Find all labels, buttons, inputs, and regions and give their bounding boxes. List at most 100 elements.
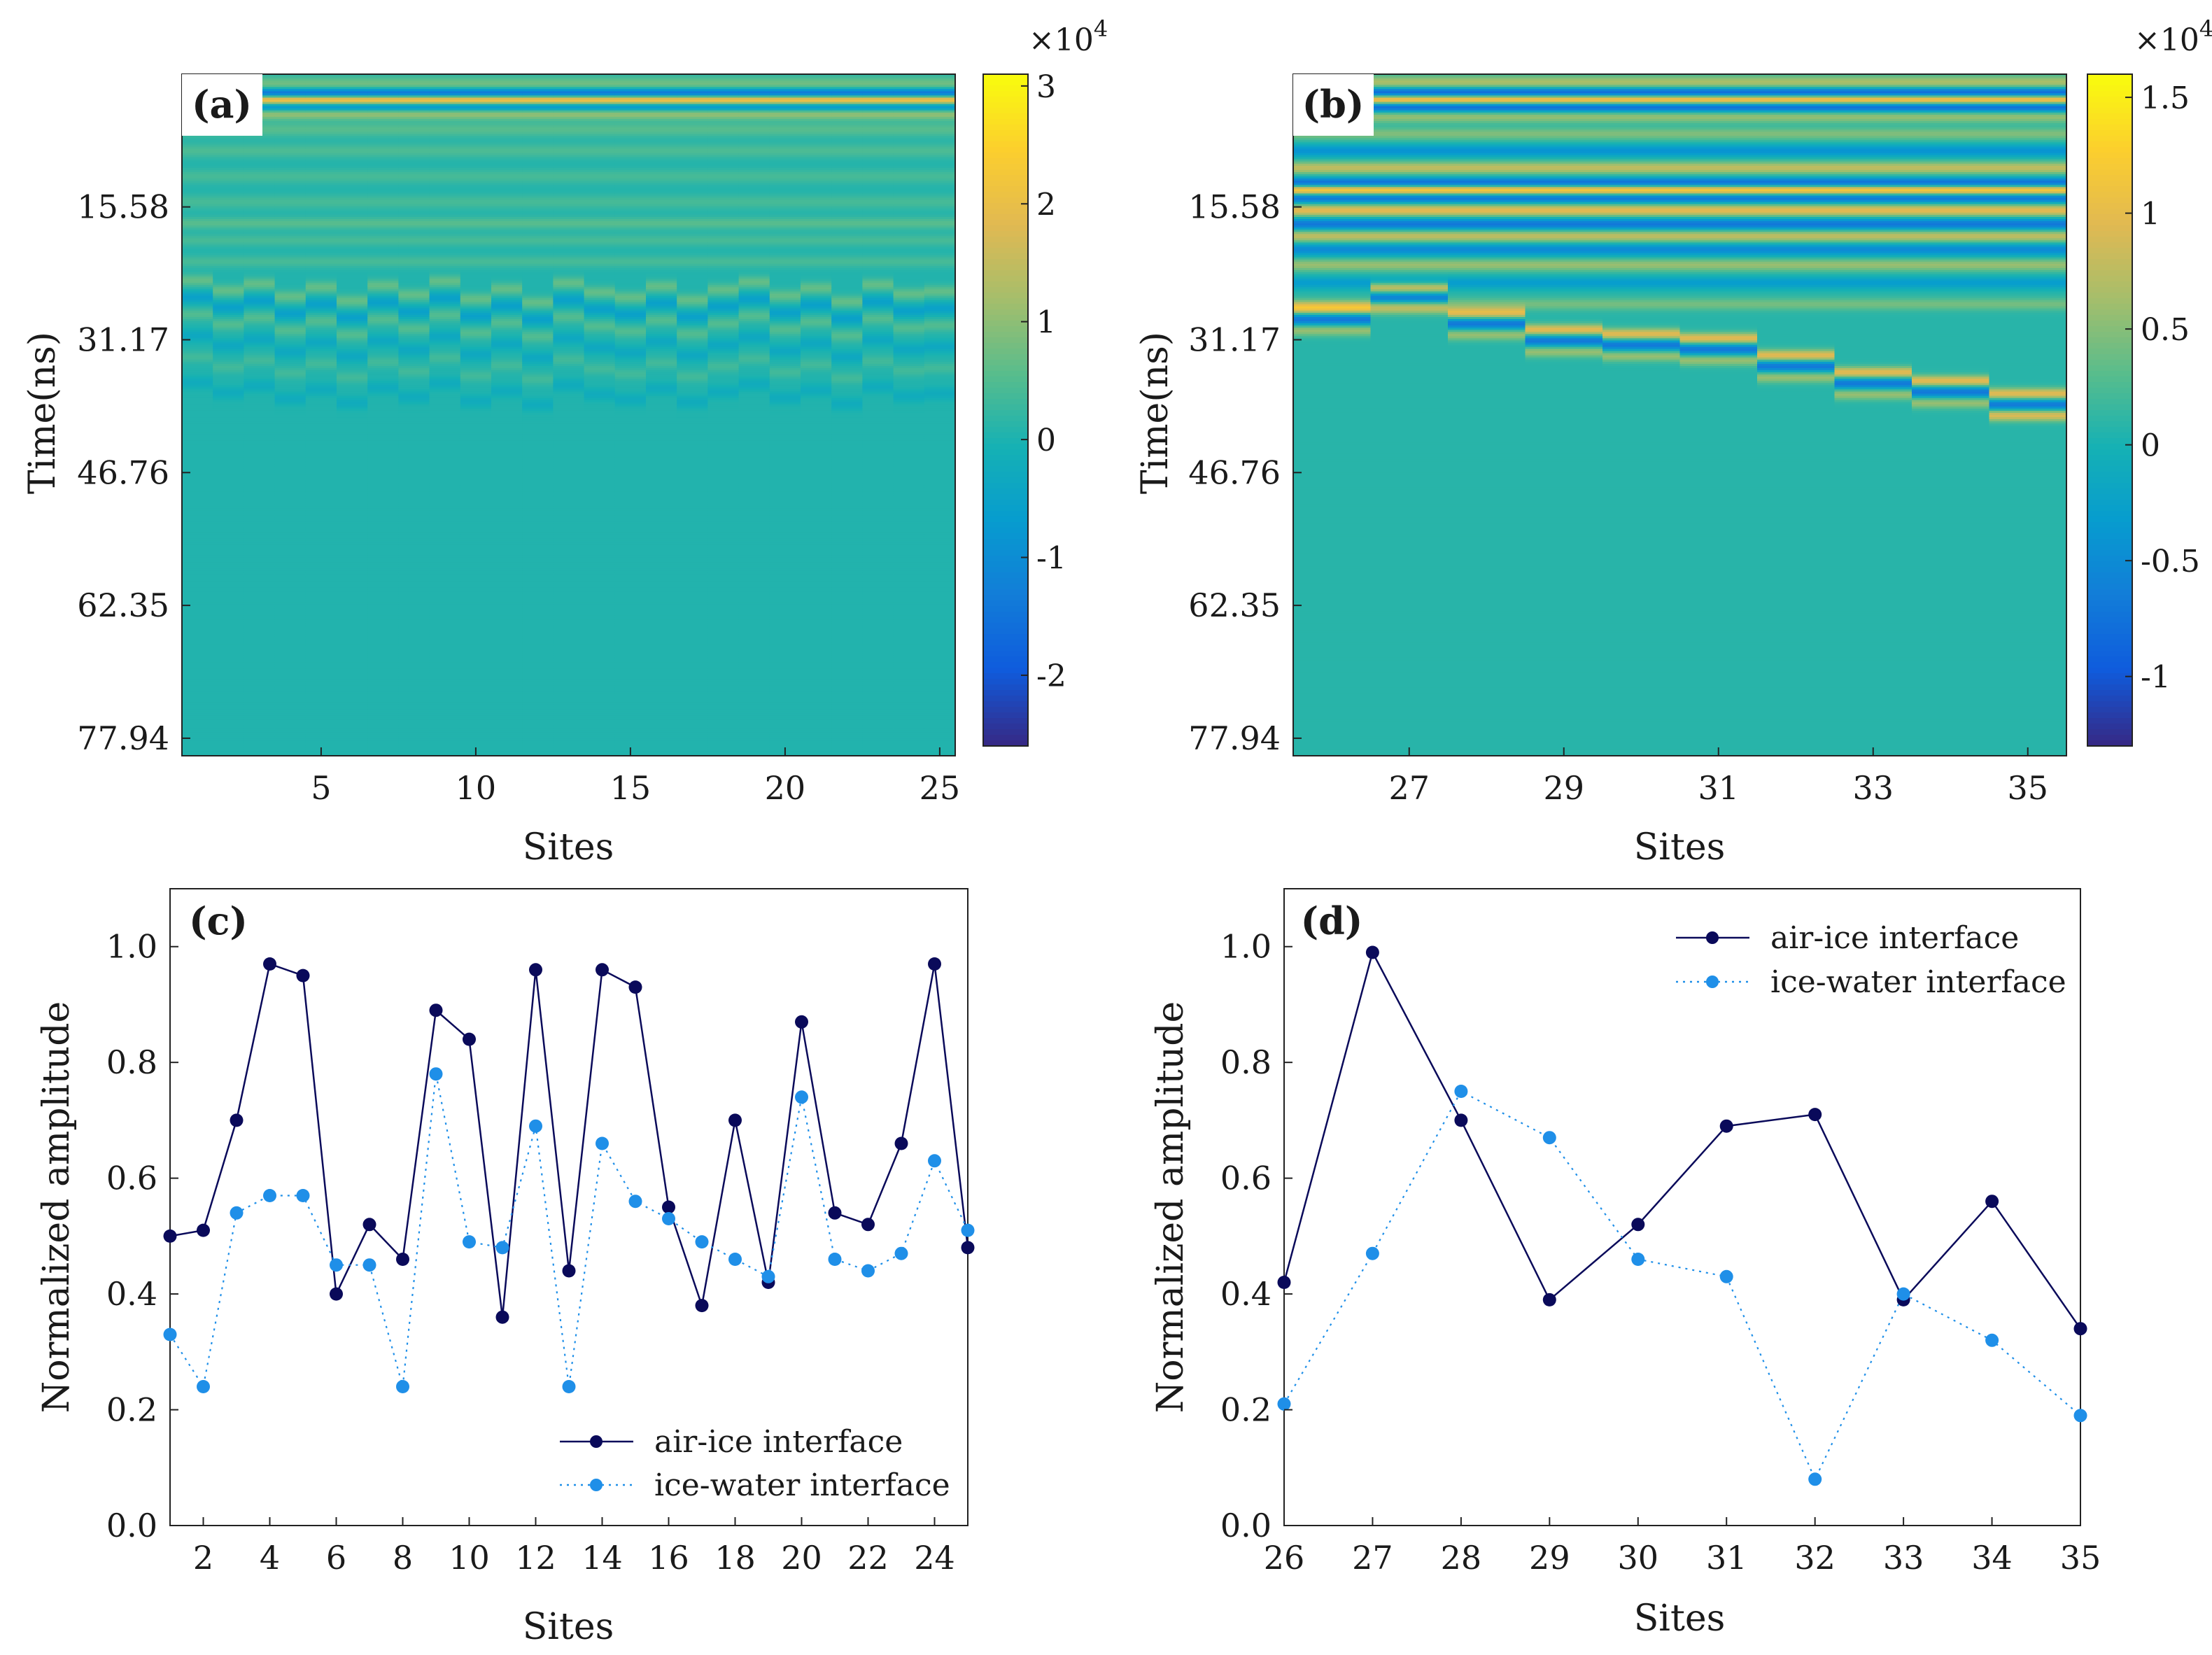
heatmap-a-cell — [460, 134, 492, 136]
heatmap-a-cell — [213, 495, 244, 499]
heatmap-a-cell — [429, 153, 461, 156]
heatmap-a-cell — [460, 212, 492, 216]
heatmap-a-cell — [398, 538, 430, 542]
heatmap-a-cell — [646, 344, 677, 348]
heatmap-a-cell — [460, 297, 492, 301]
heatmap-a-cell — [584, 218, 616, 222]
heatmap-a-cell — [398, 498, 430, 501]
heatmap-a-cell — [584, 630, 616, 633]
heatmap-a-cell — [244, 363, 276, 367]
heatmap-a-cell — [337, 310, 368, 314]
heatmap-a-cell — [491, 191, 523, 195]
heatmap-a-column — [244, 74, 276, 756]
heatmap-a-cell — [337, 415, 368, 418]
heatmap-a-cell — [460, 485, 492, 488]
heatmap-a-cell — [367, 391, 399, 395]
heatmap-a-cell — [182, 470, 213, 473]
heatmap-a-cell — [274, 491, 307, 495]
heatmap-a-cell — [182, 568, 213, 571]
heatmap-a-cell — [614, 304, 647, 307]
heatmap-a-cell — [305, 169, 337, 173]
heatmap-a-cell — [522, 742, 554, 746]
heatmap-a-cell — [614, 570, 647, 573]
heatmap-a-cell — [522, 647, 554, 650]
heatmap-a-cell — [460, 185, 492, 188]
heatmap-a-cell — [367, 101, 399, 105]
heatmap-a-cell — [274, 679, 307, 682]
heatmap-a-cell — [646, 197, 677, 201]
heatmap-a-cell — [614, 328, 647, 330]
heatmap-a-cell — [584, 348, 616, 352]
heatmap-a-cell — [522, 575, 554, 577]
heatmap-a-cell — [274, 406, 307, 409]
heatmap-a-cell — [646, 334, 677, 337]
heatmap-a-cell — [584, 415, 616, 418]
heatmap-a-cell — [614, 513, 647, 516]
heatmap-a-cell — [337, 544, 368, 548]
heatmap-a-cell — [491, 157, 523, 160]
heatmap-a-cell — [584, 479, 616, 481]
heatmap-a-cell — [522, 649, 554, 652]
heatmap-a-cell — [522, 89, 554, 92]
heatmap-a-cell — [429, 519, 461, 522]
heatmap-a-cell — [553, 474, 585, 477]
heatmap-a-cell — [244, 491, 276, 495]
heatmap-a-cell — [274, 393, 307, 397]
heatmap-a-cell — [337, 711, 368, 714]
heatmap-a-cell — [367, 393, 399, 397]
heatmap-a-cell — [491, 172, 523, 175]
heatmap-a-cell — [614, 412, 647, 416]
heatmap-a-cell — [244, 649, 276, 652]
heatmap-a-cell — [305, 76, 337, 79]
heatmap-a-cell — [522, 183, 554, 185]
heatmap-a-cell — [337, 621, 368, 624]
heatmap-a-cell — [429, 575, 461, 577]
heatmap-a-cell — [522, 393, 554, 397]
heatmap-a-cell — [614, 715, 647, 718]
heatmap-a-cell — [367, 428, 399, 430]
heatmap-a-cell — [429, 721, 461, 724]
heatmap-a-cell — [584, 368, 616, 371]
heatmap-a-cell — [182, 749, 213, 752]
heatmap-a-cell — [584, 336, 616, 339]
heatmap-a-cell — [305, 106, 337, 109]
heatmap-a-cell — [244, 551, 276, 554]
heatmap-a-cell — [182, 611, 213, 614]
heatmap-a-cell — [584, 263, 616, 267]
heatmap-a-cell — [274, 589, 307, 593]
heatmap-a-cell — [614, 310, 647, 314]
heatmap-a-cell — [305, 363, 337, 367]
heatmap-a-cell — [491, 664, 523, 667]
heatmap-a-column — [491, 74, 523, 756]
heatmap-a-cell — [305, 397, 337, 401]
heatmap-a-cell — [646, 404, 677, 407]
heatmap-a-cell — [584, 112, 616, 115]
heatmap-a-cell — [646, 302, 677, 305]
heatmap-a-cell — [614, 346, 647, 350]
heatmap-a-cell — [337, 528, 368, 530]
heatmap-a-cell — [213, 272, 244, 275]
heatmap-a-cell — [553, 99, 585, 103]
heatmap-a-cell — [244, 436, 276, 439]
heatmap-a-cell — [614, 251, 647, 254]
heatmap-a-cell — [398, 728, 430, 731]
heatmap-a-cell — [584, 225, 616, 228]
heatmap-a-cell — [367, 449, 399, 452]
heatmap-a-cell — [553, 306, 585, 309]
heatmap-a-cell — [182, 485, 213, 488]
heatmap-a-cell — [491, 402, 523, 405]
heatmap-a-cell — [584, 312, 616, 316]
heatmap-a-cell — [491, 704, 523, 707]
heatmap-a-cell — [646, 412, 677, 416]
heatmap-a-cell — [305, 274, 337, 277]
heatmap-a-cell — [614, 316, 647, 320]
heatmap-a-cell — [213, 261, 244, 265]
heatmap-a-cell — [213, 677, 244, 680]
heatmap-a-cell — [367, 485, 399, 488]
heatmap-a-cell — [522, 223, 554, 226]
heatmap-a-cell — [522, 570, 554, 573]
heatmap-a-cell — [305, 153, 337, 156]
heatmap-a-cell — [274, 195, 307, 199]
heatmap-a-cell — [429, 477, 461, 479]
heatmap-a-cell — [213, 242, 244, 246]
